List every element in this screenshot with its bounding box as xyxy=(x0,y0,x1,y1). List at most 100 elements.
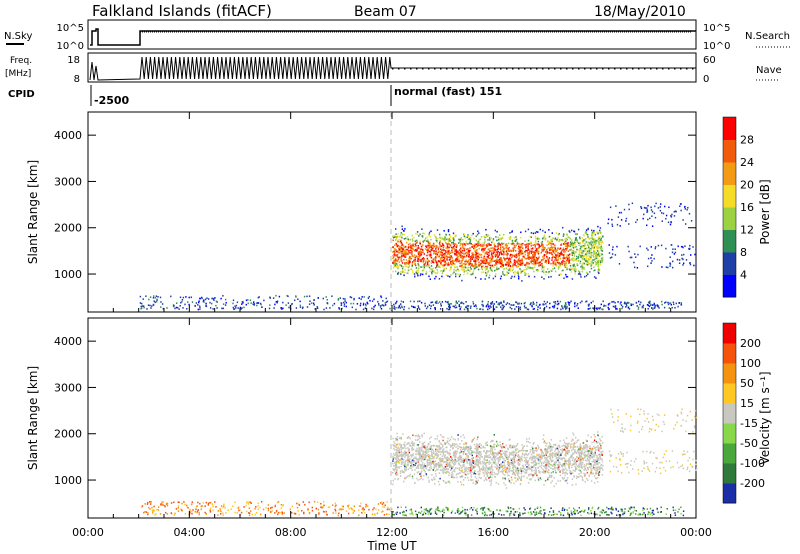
data-cell xyxy=(394,258,397,260)
data-cell xyxy=(416,233,419,235)
data-cell xyxy=(580,445,582,448)
data-cell xyxy=(600,303,602,306)
data-cell xyxy=(543,300,546,303)
data-cell xyxy=(576,509,578,512)
data-cell xyxy=(452,238,455,240)
data-cell xyxy=(593,231,596,234)
data-cell xyxy=(510,452,513,455)
data-cell xyxy=(684,208,686,210)
data-cell xyxy=(426,265,429,267)
data-cell xyxy=(247,302,249,305)
data-cell xyxy=(420,475,422,477)
data-cell xyxy=(583,262,585,265)
data-cell xyxy=(552,452,555,455)
data-cell xyxy=(642,509,644,511)
data-cell xyxy=(417,274,419,277)
data-cell xyxy=(572,463,574,466)
data-cell xyxy=(233,308,235,310)
data-cell xyxy=(478,443,480,446)
nave-point xyxy=(638,68,640,70)
data-cell xyxy=(539,261,541,264)
data-cell xyxy=(141,505,144,507)
data-cell xyxy=(692,246,694,248)
data-cell xyxy=(446,245,449,248)
data-cell xyxy=(160,306,162,308)
data-cell xyxy=(394,236,396,239)
data-cell xyxy=(574,301,576,304)
data-cell xyxy=(455,243,457,246)
data-cell xyxy=(667,303,670,306)
data-cell xyxy=(450,303,452,305)
data-cell xyxy=(533,303,535,305)
data-cell xyxy=(407,238,409,241)
data-cell xyxy=(323,504,325,507)
data-cell xyxy=(431,270,434,273)
data-cell xyxy=(601,253,603,256)
data-cell xyxy=(541,250,543,252)
data-cell xyxy=(405,514,407,517)
data-cell xyxy=(464,266,466,268)
data-cell xyxy=(552,243,555,245)
data-cell xyxy=(513,236,516,239)
data-cell xyxy=(531,259,533,261)
data-cell xyxy=(400,240,402,243)
data-cell xyxy=(160,503,162,505)
data-cell xyxy=(467,238,470,241)
data-cell xyxy=(237,307,239,309)
data-cell xyxy=(506,458,509,460)
data-cell xyxy=(507,258,510,261)
data-cell xyxy=(513,275,516,278)
data-cell xyxy=(555,456,558,459)
data-cell xyxy=(551,305,554,308)
data-cell xyxy=(371,307,373,310)
data-cell xyxy=(144,503,146,505)
data-cell xyxy=(534,256,536,258)
data-cell xyxy=(446,255,448,257)
data-cell xyxy=(443,249,445,251)
data-cell xyxy=(524,512,526,514)
data-cell xyxy=(246,501,248,503)
data-cell xyxy=(469,269,471,272)
nave-point xyxy=(596,68,598,70)
data-cell xyxy=(484,269,487,272)
data-cell xyxy=(597,307,599,309)
data-cell xyxy=(455,258,457,260)
colorbar-segment xyxy=(723,229,736,253)
data-cell xyxy=(441,275,443,278)
data-cell xyxy=(585,464,587,467)
data-cell xyxy=(454,263,456,265)
data-cell xyxy=(487,255,489,258)
data-cell xyxy=(441,256,443,259)
data-cell xyxy=(422,453,424,456)
data-cell xyxy=(442,256,444,258)
data-cell xyxy=(453,445,456,447)
data-cell xyxy=(340,508,343,511)
data-cell xyxy=(511,243,513,245)
data-cell xyxy=(497,246,499,248)
data-cell xyxy=(680,512,682,515)
data-cell xyxy=(593,243,596,246)
data-cell xyxy=(475,250,477,252)
data-cell xyxy=(511,230,513,232)
data-cell xyxy=(535,463,538,466)
data-cell xyxy=(448,243,450,245)
data-cell xyxy=(674,514,677,516)
data-cell xyxy=(554,301,557,303)
data-cell xyxy=(569,253,571,256)
data-cell xyxy=(520,271,523,273)
nave-point xyxy=(464,68,466,70)
data-cell xyxy=(597,265,599,268)
data-cell xyxy=(411,238,414,240)
data-cell xyxy=(159,296,162,299)
data-cell xyxy=(198,301,200,304)
data-cell xyxy=(474,267,476,270)
data-cell xyxy=(308,303,311,305)
nave-point xyxy=(674,68,676,70)
data-cell xyxy=(280,507,282,509)
data-cell xyxy=(404,271,406,274)
data-cell xyxy=(393,259,395,262)
data-cell xyxy=(674,306,676,309)
data-cell xyxy=(510,249,512,251)
data-cell xyxy=(478,256,480,259)
data-cell xyxy=(579,260,582,263)
